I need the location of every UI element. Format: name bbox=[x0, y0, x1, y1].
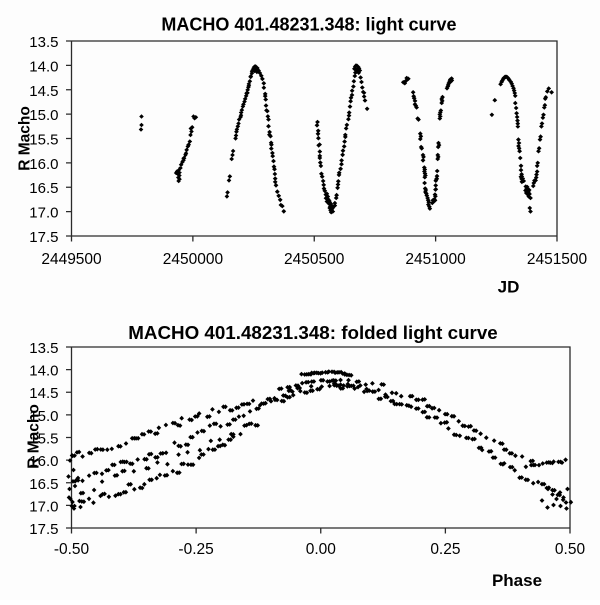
svg-text:15.0: 15.0 bbox=[29, 107, 58, 124]
svg-text:16.5: 16.5 bbox=[29, 476, 58, 493]
svg-text:-0.50: -0.50 bbox=[54, 541, 90, 558]
svg-text:13.5: 13.5 bbox=[29, 340, 58, 357]
svg-text:16.0: 16.0 bbox=[29, 156, 58, 173]
svg-text:15.5: 15.5 bbox=[29, 431, 58, 448]
svg-text:17.0: 17.0 bbox=[29, 498, 58, 515]
svg-text:15.0: 15.0 bbox=[29, 408, 58, 425]
svg-text:0.00: 0.00 bbox=[306, 541, 337, 558]
svg-text:R Macho: R Macho bbox=[17, 106, 34, 171]
svg-text:MACHO 401.48231.348: light cur: MACHO 401.48231.348: light curve bbox=[161, 15, 456, 35]
svg-text:17.5: 17.5 bbox=[29, 521, 58, 538]
svg-text:0.25: 0.25 bbox=[430, 541, 460, 558]
svg-text:MACHO 401.48231.348: folded li: MACHO 401.48231.348: folded light curve bbox=[128, 322, 498, 343]
svg-text:2451500: 2451500 bbox=[527, 251, 588, 268]
svg-text:16.5: 16.5 bbox=[29, 180, 58, 197]
svg-text:15.5: 15.5 bbox=[29, 132, 58, 149]
svg-text:2450000: 2450000 bbox=[163, 251, 224, 268]
svg-text:R Macho: R Macho bbox=[26, 404, 43, 469]
svg-text:14.5: 14.5 bbox=[29, 83, 58, 100]
svg-text:16.0: 16.0 bbox=[29, 453, 58, 470]
svg-text:Phase: Phase bbox=[492, 571, 542, 590]
svg-text:14.5: 14.5 bbox=[29, 385, 58, 402]
svg-text:0.50: 0.50 bbox=[555, 541, 586, 558]
svg-text:2450500: 2450500 bbox=[284, 251, 345, 268]
svg-text:13.5: 13.5 bbox=[29, 34, 58, 51]
svg-text:14.0: 14.0 bbox=[29, 363, 58, 380]
svg-text:2449500: 2449500 bbox=[41, 251, 102, 268]
svg-text:2451000: 2451000 bbox=[405, 251, 466, 268]
svg-text:14.0: 14.0 bbox=[29, 58, 58, 75]
svg-text:-0.25: -0.25 bbox=[178, 541, 213, 558]
svg-text:17.0: 17.0 bbox=[29, 205, 58, 222]
svg-text:JD: JD bbox=[498, 278, 520, 297]
svg-text:17.5: 17.5 bbox=[29, 229, 58, 246]
